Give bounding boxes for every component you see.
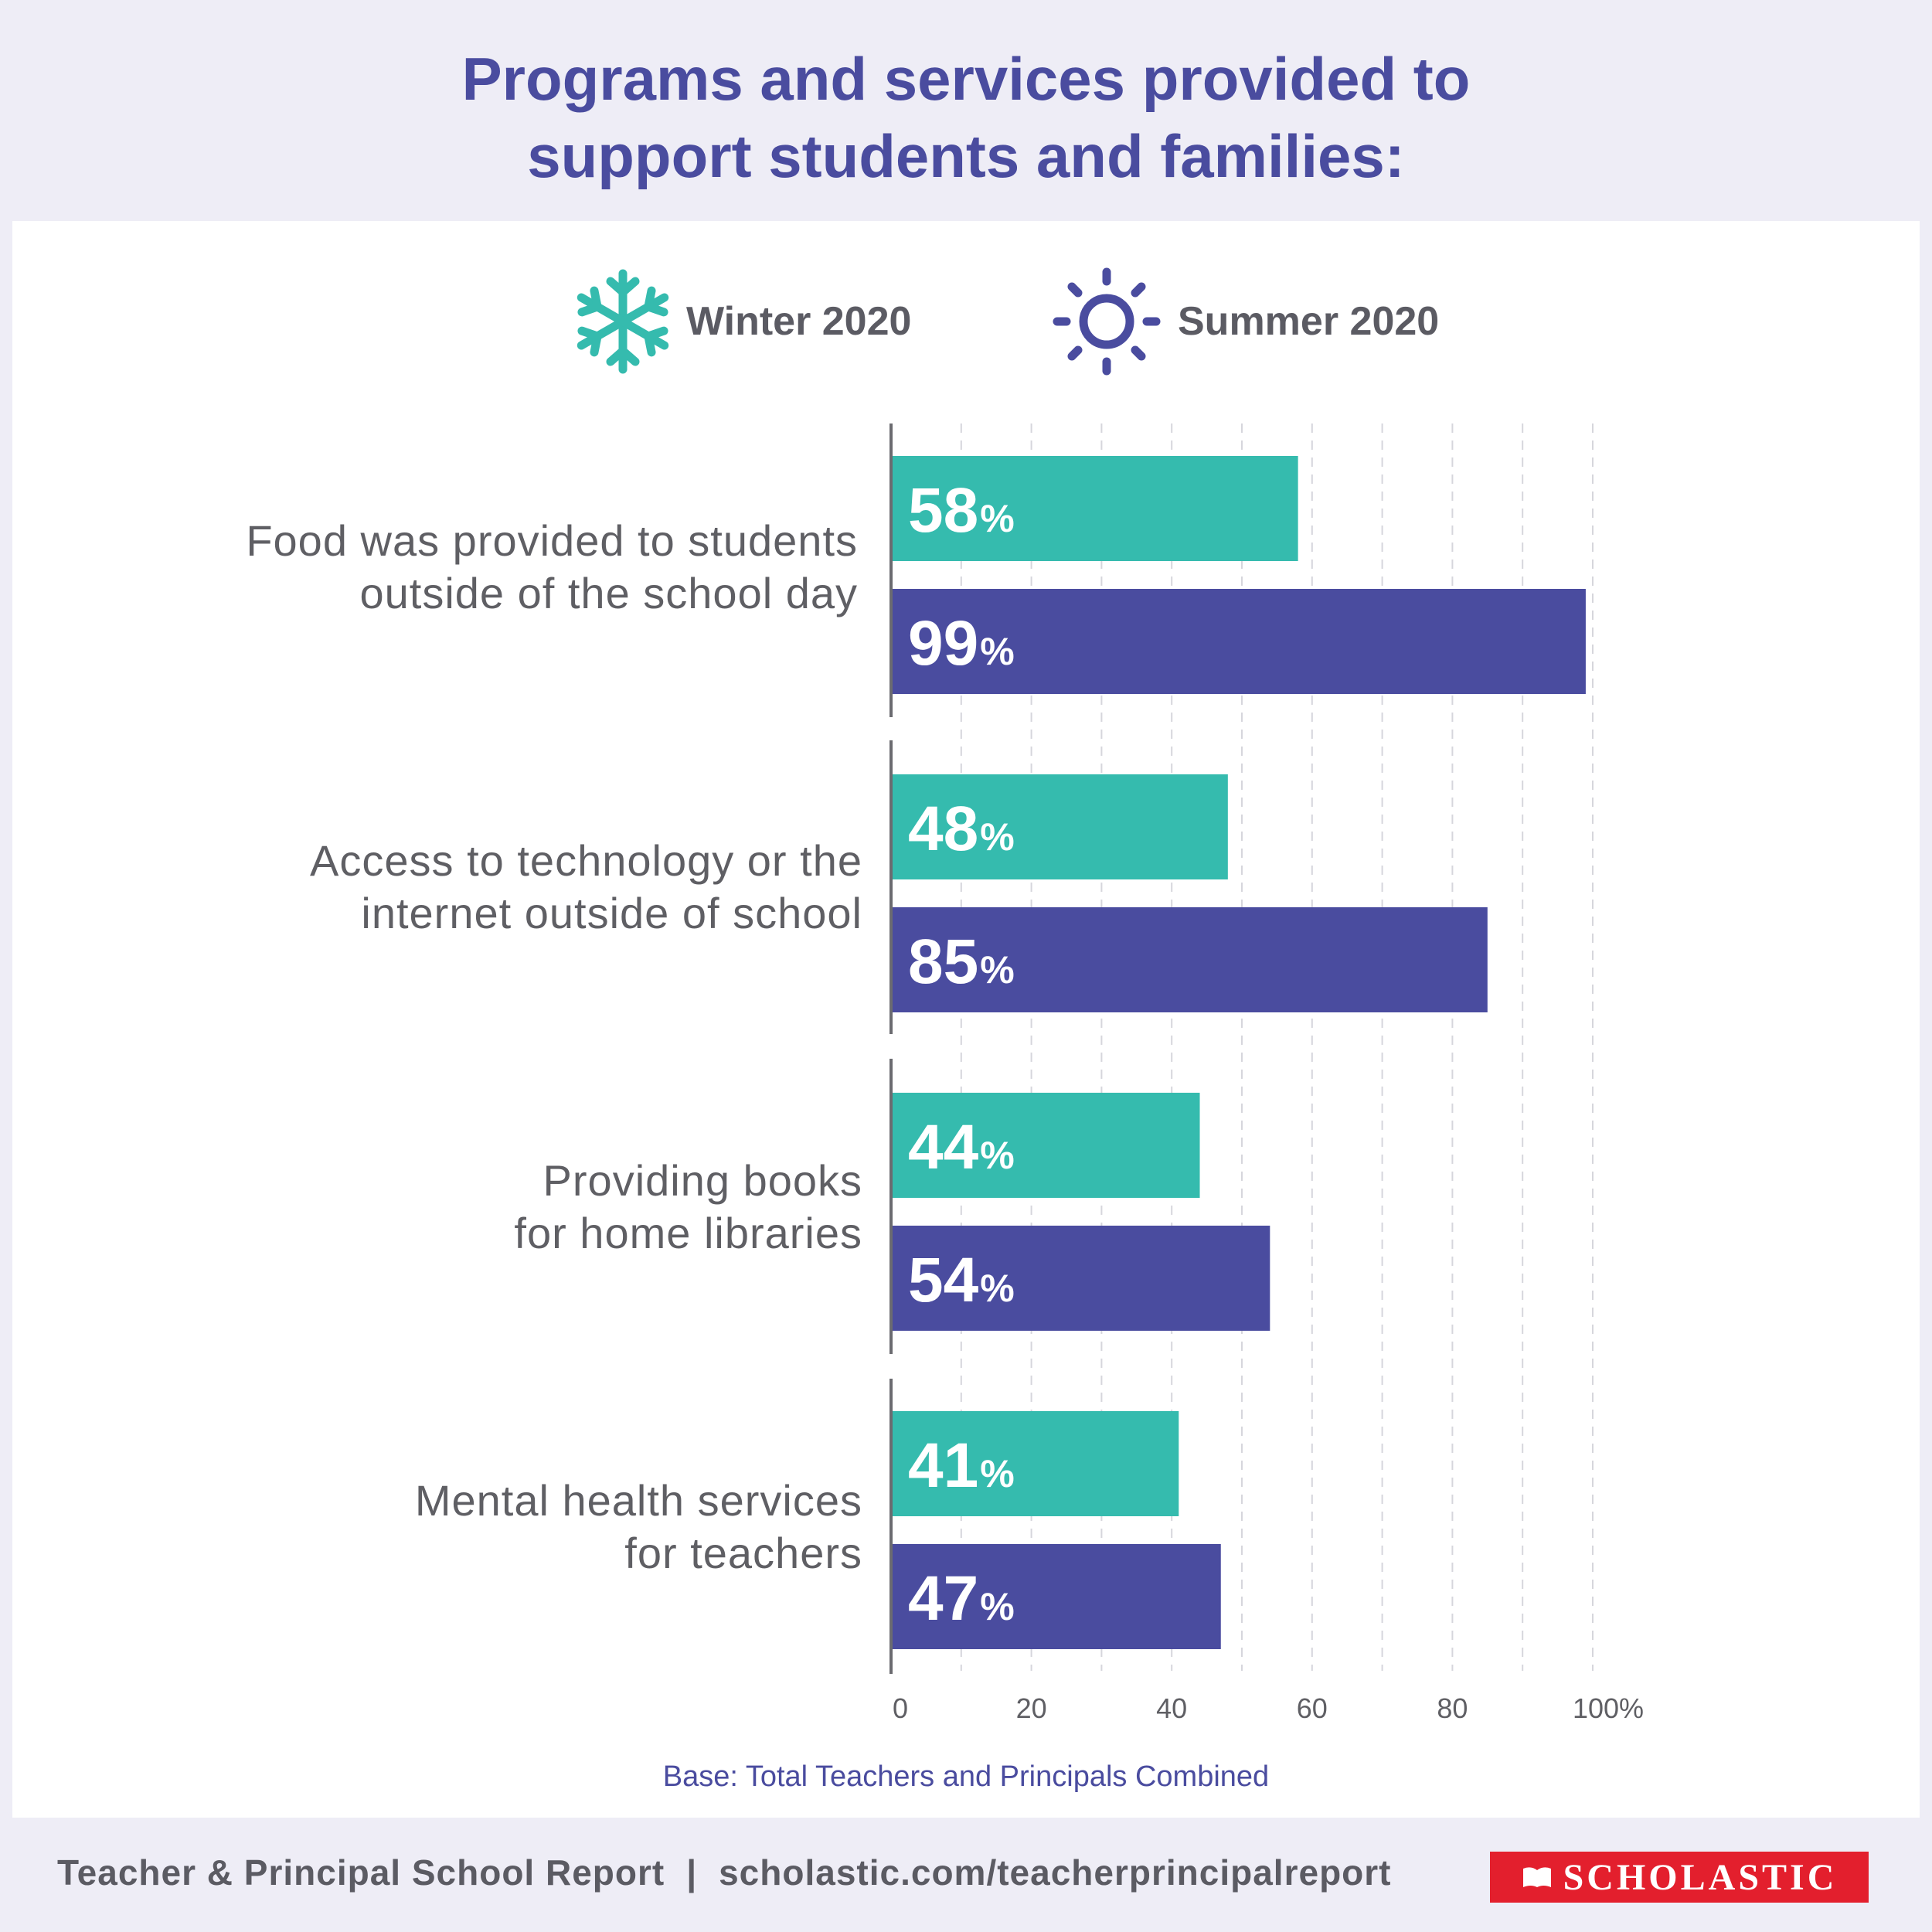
category-label-technology: Access to technology or the internet out…	[90, 835, 862, 940]
bar-winter	[891, 1093, 1200, 1198]
x-tick-label: 40	[1156, 1692, 1188, 1724]
bar-value-percent: %	[980, 1585, 1015, 1628]
bar-value-percent: %	[980, 1452, 1015, 1495]
bar-value: 54	[908, 1245, 979, 1315]
bar-value-label: 48%	[908, 798, 1015, 861]
bar-value: 41	[908, 1430, 979, 1501]
bar-value-percent: %	[980, 630, 1015, 673]
base-note: Base: Total Teachers and Principals Comb…	[662, 1760, 1270, 1793]
bar-summer	[891, 589, 1586, 694]
bar-value-label: 44%	[908, 1116, 1015, 1179]
x-tick-label: 20	[1015, 1692, 1047, 1724]
bar-value-percent: %	[980, 497, 1015, 540]
chart-title-line1: Programs and services provided to	[461, 45, 1471, 113]
bar-summer	[891, 907, 1488, 1012]
footer-separator: |	[686, 1852, 698, 1893]
legend-winter-label: Winter 2020	[686, 299, 912, 344]
bar-value-label: 54%	[908, 1249, 1015, 1312]
bar-value: 85	[908, 927, 979, 997]
bar-value-label: 47%	[908, 1567, 1015, 1631]
legend-summer: Summer 2020	[1053, 267, 1439, 376]
x-tick-label: 80	[1437, 1692, 1468, 1724]
category-label-mental-health: Mental health services for teachers	[90, 1475, 862, 1580]
x-tick-label: 60	[1296, 1692, 1328, 1724]
x-tick-label: 0	[892, 1692, 909, 1724]
book-icon	[1522, 1867, 1551, 1887]
category-label-line: internet outside of school	[361, 889, 862, 937]
category-label-line: Access to technology or the	[310, 836, 862, 885]
footer-url[interactable]: scholastic.com/teacherprincipalreport	[719, 1852, 1392, 1893]
bar-value-percent: %	[980, 1267, 1015, 1310]
bar-value-percent: %	[980, 948, 1015, 992]
sun-icon	[1053, 267, 1161, 376]
category-label-food: Food was provided to students outside of…	[85, 515, 858, 620]
bar-winter	[891, 456, 1298, 561]
bar-value: 44	[908, 1112, 979, 1182]
bar-value: 99	[908, 608, 979, 679]
chart-title: Programs and services provided to suppor…	[0, 40, 1932, 195]
bar-value-percent: %	[980, 815, 1015, 859]
bar-summer	[891, 1544, 1221, 1649]
bar-value: 48	[908, 794, 979, 864]
snowflake-icon	[577, 269, 669, 374]
bar-winter	[891, 1411, 1179, 1516]
bar-value-percent: %	[980, 1134, 1015, 1177]
category-label-line: for teachers	[624, 1529, 862, 1577]
bar-summer	[891, 1226, 1270, 1331]
footer-report-title: Teacher & Principal School Report	[57, 1852, 665, 1893]
category-label-line: outside of the school day	[359, 569, 858, 617]
bar-value: 47	[908, 1563, 979, 1634]
bar-value-label: 99%	[908, 612, 1015, 675]
scholastic-logo[interactable]: SCHOLASTIC	[1490, 1852, 1869, 1903]
category-label-line: Mental health services	[414, 1476, 862, 1525]
category-label-line: Providing books	[543, 1156, 862, 1205]
category-label-books: Providing books for home libraries	[90, 1155, 862, 1260]
chart-title-line2: support students and families:	[527, 122, 1405, 190]
legend-winter: Winter 2020	[577, 267, 911, 376]
bar-winter	[891, 774, 1228, 879]
category-label-line: Food was provided to students	[246, 516, 858, 565]
scholastic-logo-text: SCHOLASTIC	[1563, 1856, 1838, 1898]
bar-value-label: 85%	[908, 930, 1015, 994]
bar-value-label: 58%	[908, 479, 1015, 543]
x-tick-label: 100%	[1572, 1692, 1645, 1724]
footer: Teacher & Principal School Report | scho…	[57, 1852, 1391, 1893]
category-label-line: for home libraries	[514, 1209, 862, 1257]
bar-value-label: 41%	[908, 1434, 1015, 1498]
bar-value: 58	[908, 475, 979, 546]
legend-summer-label: Summer 2020	[1178, 299, 1440, 344]
